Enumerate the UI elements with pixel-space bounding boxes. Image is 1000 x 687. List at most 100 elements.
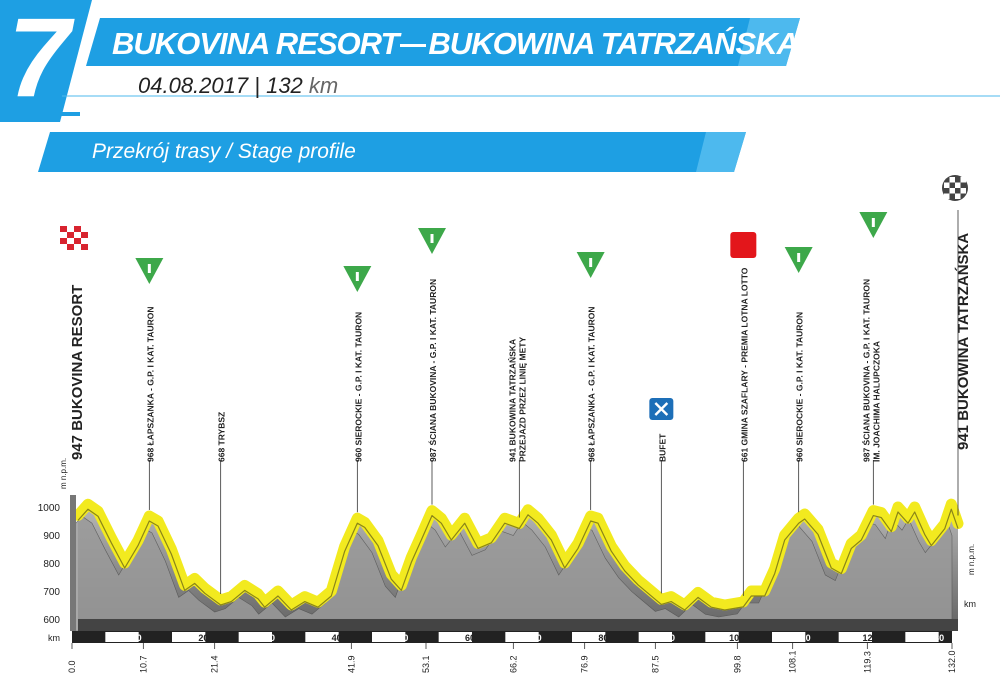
start-flag-cell bbox=[81, 232, 88, 238]
left-axis-bar bbox=[70, 495, 76, 631]
km-bar-segment bbox=[772, 632, 806, 642]
profile-ridge-edge bbox=[77, 508, 959, 611]
climb-marker-glyph bbox=[871, 218, 875, 227]
start-flag-cell bbox=[74, 238, 81, 244]
climb-marker-glyph bbox=[355, 272, 359, 281]
profile-ridge bbox=[72, 498, 964, 611]
km-tick-label: 20 bbox=[198, 633, 208, 643]
start-flag-cell bbox=[60, 244, 67, 250]
km-bar-top bbox=[78, 619, 958, 631]
start-label: 947 BUKOVINA RESORT bbox=[69, 285, 86, 460]
km-tick-label: 60 bbox=[465, 633, 475, 643]
y-tick-label: 1000 bbox=[38, 503, 61, 514]
km-point-label: 10.7 bbox=[138, 655, 148, 673]
km-point-label: 119.3 bbox=[862, 651, 872, 673]
sprint-marker bbox=[730, 232, 757, 258]
km-point-label: 132.0 bbox=[947, 650, 957, 673]
km-point-label: 87.5 bbox=[650, 655, 660, 673]
climb-marker-glyph bbox=[147, 264, 151, 273]
km-point-label: 0.0 bbox=[67, 660, 77, 673]
km-bar-segment bbox=[572, 632, 606, 642]
km-tick-label: 40 bbox=[332, 633, 342, 643]
distance-unit: km bbox=[308, 73, 339, 98]
start-flag-cell bbox=[81, 244, 88, 250]
start-flag-cell bbox=[60, 238, 67, 244]
km-bar-segment bbox=[238, 632, 272, 642]
finish-flag-cell bbox=[944, 182, 950, 188]
header-banner bbox=[0, 0, 1000, 122]
km-bar-segment bbox=[305, 632, 339, 642]
finish-label: 941 BUKOWINA TATRZAŃSKA bbox=[955, 233, 972, 450]
stage-profile-chart: 10 20 30 40 50 60 70 80 90 100 110 120 130 600 700 800 9… bbox=[38, 175, 976, 673]
banner-title-shade bbox=[738, 18, 800, 66]
km-point-label: 21.4 bbox=[210, 655, 220, 673]
km-point-label: 41.9 bbox=[346, 655, 356, 673]
subtitle-bar-shape bbox=[38, 132, 746, 172]
km-bar-segment bbox=[838, 632, 872, 642]
km-tick-label: 120 bbox=[862, 633, 877, 643]
y-tick-label: 600 bbox=[43, 615, 60, 626]
place-label-sub: PRZEJAZD PRZEZ LINIĘ METY bbox=[517, 337, 527, 462]
km-bar-segment bbox=[372, 632, 406, 642]
km-point-label: 99.8 bbox=[732, 655, 742, 673]
feed-zone-icon-glyph bbox=[654, 402, 669, 416]
km-tick-label: 130 bbox=[929, 633, 944, 643]
stage-title: BUKOVINA RESORT BUKOWINA TATRZAŃSKA bbox=[112, 24, 799, 64]
title-end: BUKOWINA TATRZAŃSKA bbox=[428, 26, 799, 61]
km-point-label: 108.1 bbox=[788, 650, 798, 673]
km-tick-label: 110 bbox=[796, 633, 811, 643]
km-point-label: 66.2 bbox=[508, 655, 518, 673]
start-flag-cell bbox=[81, 238, 88, 244]
km-bar-segment bbox=[172, 632, 206, 642]
finish-flag-cell bbox=[944, 193, 950, 199]
start-flag-cell bbox=[74, 244, 81, 250]
subtitle-bar-shade bbox=[696, 132, 746, 172]
start-flag-cell bbox=[67, 226, 74, 232]
stage-date: 04.08.2017 bbox=[138, 73, 249, 98]
finish-flag-cell bbox=[949, 177, 955, 183]
y-tick-label: 800 bbox=[43, 559, 60, 570]
climb-marker-glyph bbox=[589, 258, 593, 267]
start-flag-cell bbox=[60, 226, 67, 232]
banner-title-bar bbox=[86, 18, 800, 66]
banner-number-block bbox=[0, 0, 92, 122]
title-separator bbox=[400, 44, 427, 48]
start-flag-cell bbox=[67, 232, 74, 238]
stage-distance: 132 bbox=[266, 73, 303, 98]
km-tick-label: 50 bbox=[398, 633, 408, 643]
place-label: 668 TRYBSZ bbox=[217, 412, 227, 462]
climb-label: 960 SIEROCKIE - G.P. I KAT. TAURON bbox=[795, 312, 805, 462]
feed-label: BUFET bbox=[657, 433, 667, 462]
stage-number: 7 bbox=[8, 0, 71, 120]
km-point-label: 76.9 bbox=[580, 655, 590, 673]
start-flag-cell bbox=[81, 226, 88, 232]
km-bar-segment bbox=[905, 632, 939, 642]
start-flag-cell bbox=[74, 226, 81, 232]
km-tick-label: 30 bbox=[265, 633, 275, 643]
start-flag-cell bbox=[67, 244, 74, 250]
climb-marker-glyph bbox=[797, 253, 801, 262]
title-start: BUKOVINA RESORT bbox=[112, 26, 399, 61]
y-tick-label: 900 bbox=[43, 531, 60, 542]
finish-flag-cell bbox=[955, 193, 961, 199]
climb-label: 968 ŁAPSZANKA - G.P. I KAT. TAURON bbox=[145, 306, 155, 462]
km-tick-label: 100 bbox=[729, 633, 744, 643]
start-flag-cell bbox=[74, 232, 81, 238]
km-point-label: 53.1 bbox=[421, 655, 431, 673]
km-bar-segment bbox=[505, 632, 539, 642]
finish-flag-cell bbox=[955, 182, 961, 188]
date-distance-line: 04.08.2017 | 132 km bbox=[138, 73, 338, 99]
km-bar-segment bbox=[705, 632, 739, 642]
place-label: 941 BUKOWINA TATRZAŃSKA bbox=[507, 339, 517, 462]
sprint-label: 661 GMINA SZAFLARY - PREMIA LOTNA LOTTO bbox=[739, 267, 749, 462]
km-bar-segment bbox=[638, 632, 672, 642]
y-axis-unit-right: m n.p.m. bbox=[967, 544, 976, 575]
finish-flag-cell bbox=[960, 177, 966, 183]
km-tick-label: 10 bbox=[132, 633, 142, 643]
y-tick-label: 700 bbox=[43, 587, 60, 598]
km-tick-label: 80 bbox=[598, 633, 608, 643]
km-unit-right: km bbox=[964, 599, 976, 609]
start-flag-cell bbox=[67, 238, 74, 244]
km-bar-segment bbox=[438, 632, 472, 642]
climb-marker-glyph bbox=[430, 234, 434, 243]
